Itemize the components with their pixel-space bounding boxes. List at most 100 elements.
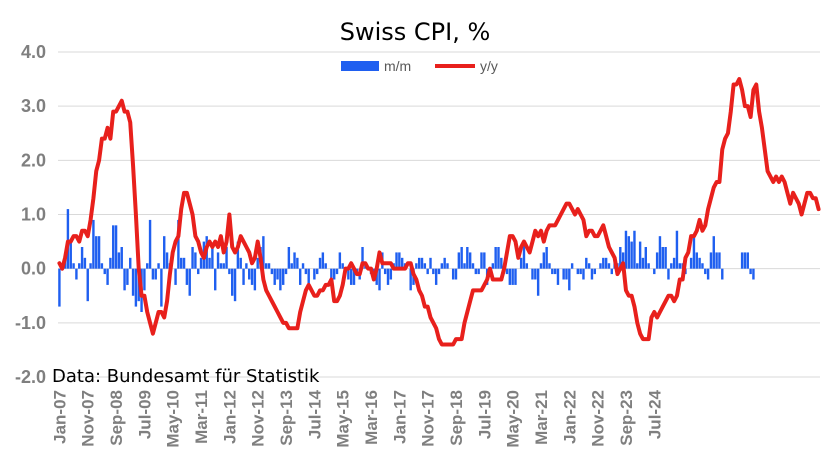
mm-bar: [267, 263, 271, 269]
legend-mm-label: m/m: [384, 58, 411, 74]
x-tick-label: Nov-12: [249, 390, 268, 447]
mm-bar: [548, 263, 551, 269]
x-tick-label: Sep-18: [447, 390, 466, 446]
mm-bar: [593, 268, 597, 275]
mm-bar: [562, 268, 565, 280]
mm-bar: [89, 263, 92, 269]
mm-bar: [185, 268, 189, 285]
y-tick-label: 1.0: [21, 205, 46, 225]
mm-bar: [279, 268, 282, 291]
y-tick-label: 2.0: [21, 150, 46, 170]
mm-bar: [78, 263, 81, 269]
mm-bar: [253, 268, 257, 291]
mm-bar: [282, 268, 285, 285]
mm-bar: [188, 268, 191, 296]
legend: m/m y/y: [341, 58, 498, 74]
mm-bar: [231, 268, 234, 296]
mm-bar: [534, 268, 537, 280]
mm-bar: [471, 263, 475, 269]
mm-bar: [83, 257, 87, 269]
mm-bar: [565, 268, 568, 280]
x-tick-label: Jan-12: [220, 390, 239, 444]
mm-bar: [556, 268, 560, 285]
mm-bar: [415, 263, 418, 269]
mm-bar: [109, 257, 112, 269]
mm-bar: [621, 252, 625, 269]
mm-bar: [457, 252, 461, 269]
mm-bar: [522, 241, 526, 269]
mm-bar: [80, 247, 84, 269]
mm-bar: [582, 268, 585, 280]
mm-bar: [468, 252, 472, 269]
mm-bar: [72, 263, 75, 269]
y-tick-label: 3.0: [21, 96, 46, 116]
mm-bar: [641, 257, 645, 269]
x-tick-label: Mar-21: [532, 390, 551, 445]
mm-bar: [576, 268, 580, 275]
mm-bar: [270, 268, 274, 275]
mm-bar: [194, 252, 197, 269]
mm-bar: [211, 247, 214, 269]
mm-bar: [265, 263, 268, 269]
mm-bar: [514, 268, 517, 285]
mm-bar: [519, 257, 523, 269]
mm-bar: [301, 263, 305, 269]
mm-bar: [675, 230, 679, 269]
mm-bar: [525, 263, 529, 269]
mm-bar: [423, 263, 427, 269]
mm-bar: [197, 268, 200, 275]
mm-bar: [242, 268, 245, 285]
mm-bar: [749, 268, 752, 275]
mm-bar: [92, 219, 95, 269]
y-axis: -2.0 -1.0 0.0 1.0 2.0 3.0 4.0: [15, 42, 46, 387]
mm-bar: [219, 263, 223, 269]
mm-bar: [480, 252, 483, 269]
mm-bar: [653, 268, 656, 275]
mm-bar: [395, 252, 398, 269]
mm-bar: [389, 268, 393, 280]
mm-bar: [409, 268, 412, 291]
mm-bar: [704, 268, 707, 275]
mm-bar: [307, 268, 310, 285]
mm-bar: [69, 241, 72, 269]
mm-bar: [590, 268, 594, 280]
x-tick-label: Jul-24: [645, 389, 664, 439]
x-tick-label: Jul-19: [475, 390, 494, 439]
mm-bar: [315, 268, 319, 275]
mm-bar: [497, 247, 500, 269]
mm-bar: [143, 268, 146, 291]
x-tick-label: Sep-23: [617, 390, 636, 446]
mm-bar: [276, 268, 279, 280]
x-tick-label: Sep-13: [277, 390, 296, 446]
mm-bar: [146, 263, 149, 269]
x-tick-label: May-15: [334, 390, 353, 448]
x-tick-label: Sep-08: [107, 390, 126, 446]
mm-bar: [248, 268, 251, 280]
mm-bar: [451, 268, 455, 280]
mm-bar: [644, 247, 647, 269]
mm-bar: [500, 257, 503, 269]
mm-bar: [508, 268, 512, 285]
mm-bar: [58, 268, 61, 307]
mm-bar: [335, 268, 339, 275]
mm-bar: [182, 257, 186, 269]
mm-bar: [236, 241, 240, 269]
mm-bar: [599, 263, 602, 269]
x-tick-label: May-20: [504, 390, 523, 448]
mm-bar: [233, 268, 237, 302]
mm-bar: [712, 236, 715, 269]
mm-bar: [273, 268, 276, 285]
mm-bar: [460, 247, 463, 269]
mm-bar: [103, 268, 106, 275]
mm-bar: [163, 236, 166, 269]
mm-bar: [511, 268, 514, 285]
mm-bar: [129, 257, 132, 269]
mm-bar: [120, 247, 123, 269]
mm-bar: [214, 268, 217, 291]
mm-bar: [740, 252, 744, 269]
x-tick-label: Jul-14: [305, 389, 324, 439]
mm-bar: [180, 257, 183, 269]
mm-bar: [228, 268, 231, 275]
x-tick-label: Nov-17: [419, 390, 438, 447]
mm-bar: [585, 257, 588, 269]
